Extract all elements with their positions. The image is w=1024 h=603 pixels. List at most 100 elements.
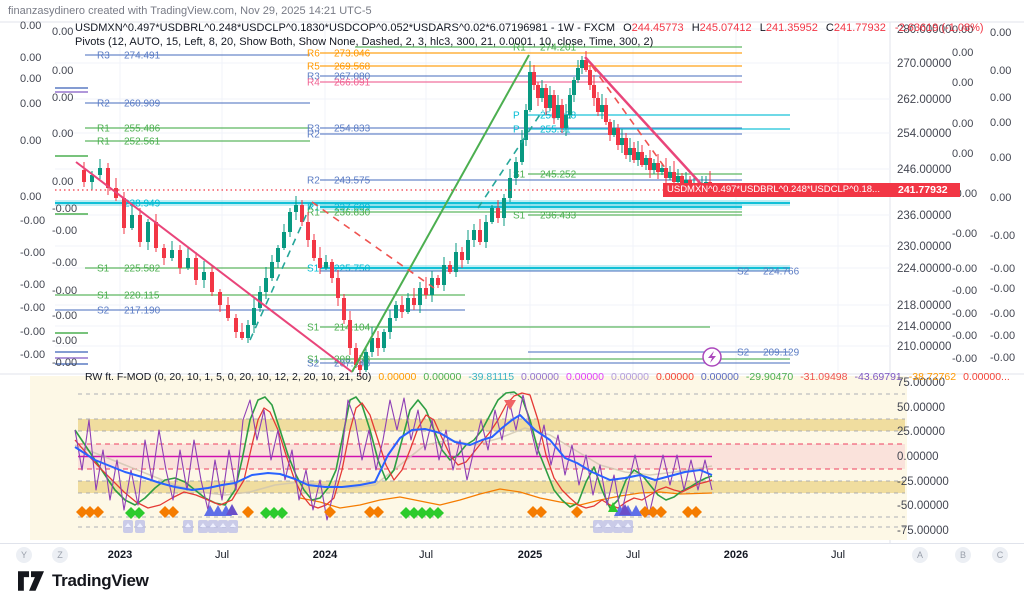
scale-label: -75.00000 [897,525,949,537]
scale-label: 224.766 [763,267,800,278]
attribution-text: finanzasydinero created with TradingView… [8,5,372,17]
oscillator-value: 0.00000 [610,371,649,383]
candle-body [186,258,190,268]
candle-body [514,162,518,178]
scale-label: P [513,111,520,122]
signal-square-arrow-icon [200,523,206,527]
candle-body [524,110,528,140]
trendline-dashed[interactable] [477,109,544,209]
candle-body [520,140,524,162]
signal-diamond-icon [424,507,436,519]
oscillator-series-purple [74,394,713,521]
scale-label: -0.00 [52,335,77,347]
candle-body [194,258,198,280]
candle-body [146,222,150,242]
oscillator-value: -39.81115 [468,371,515,383]
symbol-legend[interactable]: USDMXN^0.497*USDBRL^0.248*USDCLP^0.1830*… [75,22,984,34]
tradingview-logo[interactable]: TradingView [18,570,149,592]
scale-label: R6 [307,49,320,60]
candle-body [676,176,680,182]
trendline-dashed[interactable] [249,201,313,341]
time-axis-label-jul[interactable]: Jul [625,549,641,561]
oscillator-series-slow-tan [74,427,713,496]
scale-label: 210.00000 [897,341,951,353]
scale-label: 267.080 [334,72,371,83]
time-axis-label-jul[interactable]: Jul [830,549,846,561]
signal-diamond-icon [125,507,137,519]
scale-label: S2 [737,348,750,359]
candle-body [424,288,428,295]
scale-label: -0.00 [990,263,1015,275]
trendline-solid[interactable] [584,56,713,197]
signal-diamond-icon [167,506,179,518]
time-axis-label-2025[interactable]: 2025 [517,549,543,561]
scale-label: 214.104 [334,323,371,334]
pivots-indicator-legend[interactable]: Pivots (12, AUTO, 15, Left, 8, 20, Show … [75,36,654,48]
time-axis[interactable]: Y Z 2023 Jul 2024 Jul 2025 Jul 2026 Jul A B C [0,543,1024,566]
scale-label: 280.00000 [897,24,951,36]
scale-label: 269.568 [334,62,371,73]
candle-body [612,128,616,135]
candle-body [288,212,292,232]
candle-body [364,352,368,370]
scale-label: -0.00 [952,263,977,275]
candle-body [226,305,230,318]
candle-body [252,308,256,325]
scale-label: 214.00000 [897,321,951,333]
time-axis-label-jul[interactable]: Jul [418,549,434,561]
oscillator-gold-band [78,419,905,431]
scale-label: 209.129 [763,348,800,359]
scale-label: 0.00 [52,128,73,140]
time-axis-badge-c: C [992,547,1008,563]
scale-label: -0.00 [52,203,77,215]
signal-diamond-icon [682,506,694,518]
signal-diamond-icon [159,506,171,518]
scale-label: 0.00 [20,191,41,203]
scale-label: R1 [513,43,526,54]
scale-label: S1 [513,211,526,222]
signal-diamond-icon [690,506,702,518]
scale-label: 270.00000 [897,58,951,70]
scale-label: 0.00000 [897,451,939,463]
scale-label: 0.00 [952,118,973,130]
trendline-dashed[interactable] [591,65,669,173]
signal-triangle-up-icon [630,505,642,516]
oscillator-value: 0.00000 [655,371,694,383]
symbol-title[interactable]: USDMXN^0.497*USDBRL^0.248*USDCLP^0.1830*… [75,22,615,34]
candle-body [400,305,404,312]
scale-label: -0.00 [20,302,45,314]
scale-label: 230.00000 [897,241,951,253]
candle-body [370,338,374,352]
oscillator-legend[interactable]: RW ft. F-MOD (0, 20, 10, 1, 5, 0, 20, 10… [85,371,1024,383]
oscillator-title[interactable]: RW ft. F-MOD (0, 20, 10, 1, 5, 0, 20, 10… [85,371,372,383]
scale-label: 238.949 [124,199,161,210]
candle-body [672,172,676,182]
scale-label: -0.00 [952,353,977,365]
signal-diamond-icon [432,507,444,519]
time-axis-label-2026[interactable]: 2026 [723,549,749,561]
candle-body [122,198,126,228]
candle-body [406,298,410,312]
signal-diamond-icon [571,506,583,518]
trendline-solid[interactable] [75,161,353,373]
candle-body [644,158,648,165]
candle-body [528,72,532,110]
candle-body [620,138,624,145]
signal-square-arrow-icon [185,523,191,527]
trendline-solid[interactable] [351,54,530,373]
candle-body [544,88,548,108]
candle-body [264,278,268,292]
signal-square-arrow-icon [615,523,621,527]
scale-label: S2 [737,267,750,278]
time-axis-label-2023[interactable]: 2023 [107,549,133,561]
candle-body [472,230,476,240]
signal-diamond-icon [655,506,667,518]
signal-diamond-icon [76,506,88,518]
signal-square-arrow-icon [137,523,143,527]
time-axis-label-jul[interactable]: Jul [214,549,230,561]
scale-label: 208.138 [334,355,371,366]
candle-body [454,252,458,272]
time-axis-label-2024[interactable]: 2024 [312,549,338,561]
